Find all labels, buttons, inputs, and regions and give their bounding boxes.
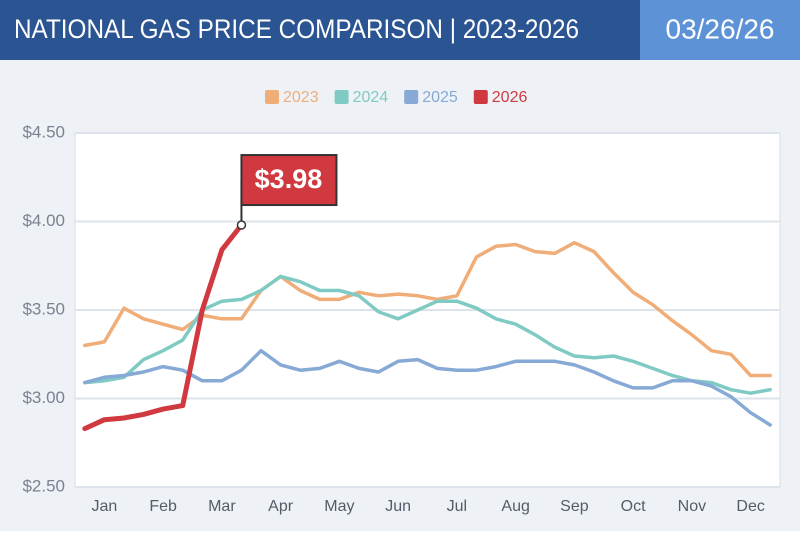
y-tick-label: $4.50: [22, 122, 65, 141]
series-line: [82, 222, 244, 432]
x-tick-label: May: [324, 498, 354, 515]
legend-label: 2023: [283, 89, 319, 106]
legend-swatch: [334, 90, 349, 104]
y-tick-label: $4.00: [22, 211, 65, 230]
x-tick-label: Jan: [91, 498, 117, 515]
legend-swatch: [265, 90, 279, 104]
legend-swatch: [404, 90, 419, 104]
legend-swatch: [473, 90, 488, 104]
legend-label: 2024: [353, 89, 389, 106]
x-tick-label: Aug: [501, 498, 529, 515]
chart-title: NATIONAL GAS PRICE COMPARISON | 2023-202…: [14, 14, 579, 44]
legend-label: 2026: [492, 89, 528, 106]
header-bar: [0, 0, 640, 60]
value-label: $3.98: [255, 164, 323, 194]
y-tick-label: $3.00: [22, 388, 65, 407]
end-point: [236, 220, 247, 230]
x-tick-label: Apr: [268, 498, 294, 515]
x-tick-label: Sep: [560, 498, 589, 515]
y-tick-label: $2.50: [22, 476, 65, 495]
x-tick-label: Oct: [621, 498, 646, 515]
date-bar: [640, 0, 800, 60]
series-line: [83, 348, 772, 427]
x-tick-label: Nov: [678, 498, 706, 515]
callout-box: [240, 154, 338, 207]
x-tick-label: Jul: [447, 498, 467, 515]
x-tick-label: Mar: [208, 498, 236, 515]
date: 03/26/26: [666, 13, 775, 44]
legend-label: 2025: [422, 89, 458, 106]
y-tick-label: $3.50: [22, 299, 65, 318]
x-tick-label: Dec: [736, 498, 764, 515]
x-tick-label: Feb: [149, 498, 177, 515]
x-tick-label: Jun: [385, 498, 411, 515]
